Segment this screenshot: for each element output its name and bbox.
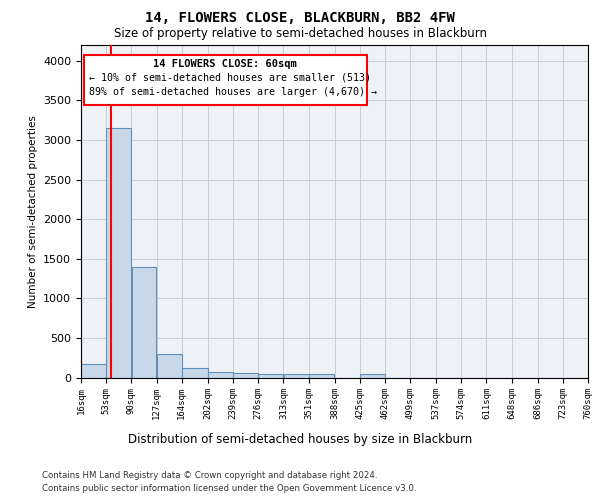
Y-axis label: Number of semi-detached properties: Number of semi-detached properties	[28, 115, 38, 308]
Text: ← 10% of semi-detached houses are smaller (513): ← 10% of semi-detached houses are smalle…	[89, 72, 371, 83]
Text: Size of property relative to semi-detached houses in Blackburn: Size of property relative to semi-detach…	[113, 27, 487, 40]
Bar	[157, 354, 182, 378]
Text: Contains HM Land Registry data © Crown copyright and database right 2024.: Contains HM Land Registry data © Crown c…	[42, 471, 377, 480]
Text: 89% of semi-detached houses are larger (4,670) →: 89% of semi-detached houses are larger (…	[89, 87, 377, 97]
Bar	[208, 372, 233, 378]
Bar	[284, 374, 309, 378]
Bar	[360, 374, 385, 378]
Text: 14, FLOWERS CLOSE, BLACKBURN, BB2 4FW: 14, FLOWERS CLOSE, BLACKBURN, BB2 4FW	[145, 11, 455, 25]
FancyBboxPatch shape	[84, 54, 367, 105]
Bar	[182, 368, 208, 378]
Bar	[233, 373, 258, 378]
Text: Contains public sector information licensed under the Open Government Licence v3: Contains public sector information licen…	[42, 484, 416, 493]
Bar	[131, 266, 157, 378]
Text: Distribution of semi-detached houses by size in Blackburn: Distribution of semi-detached houses by …	[128, 432, 472, 446]
Text: 14 FLOWERS CLOSE: 60sqm: 14 FLOWERS CLOSE: 60sqm	[153, 59, 297, 69]
Bar	[81, 364, 106, 378]
Bar	[106, 128, 131, 378]
Bar	[259, 374, 283, 378]
Bar	[310, 374, 334, 378]
